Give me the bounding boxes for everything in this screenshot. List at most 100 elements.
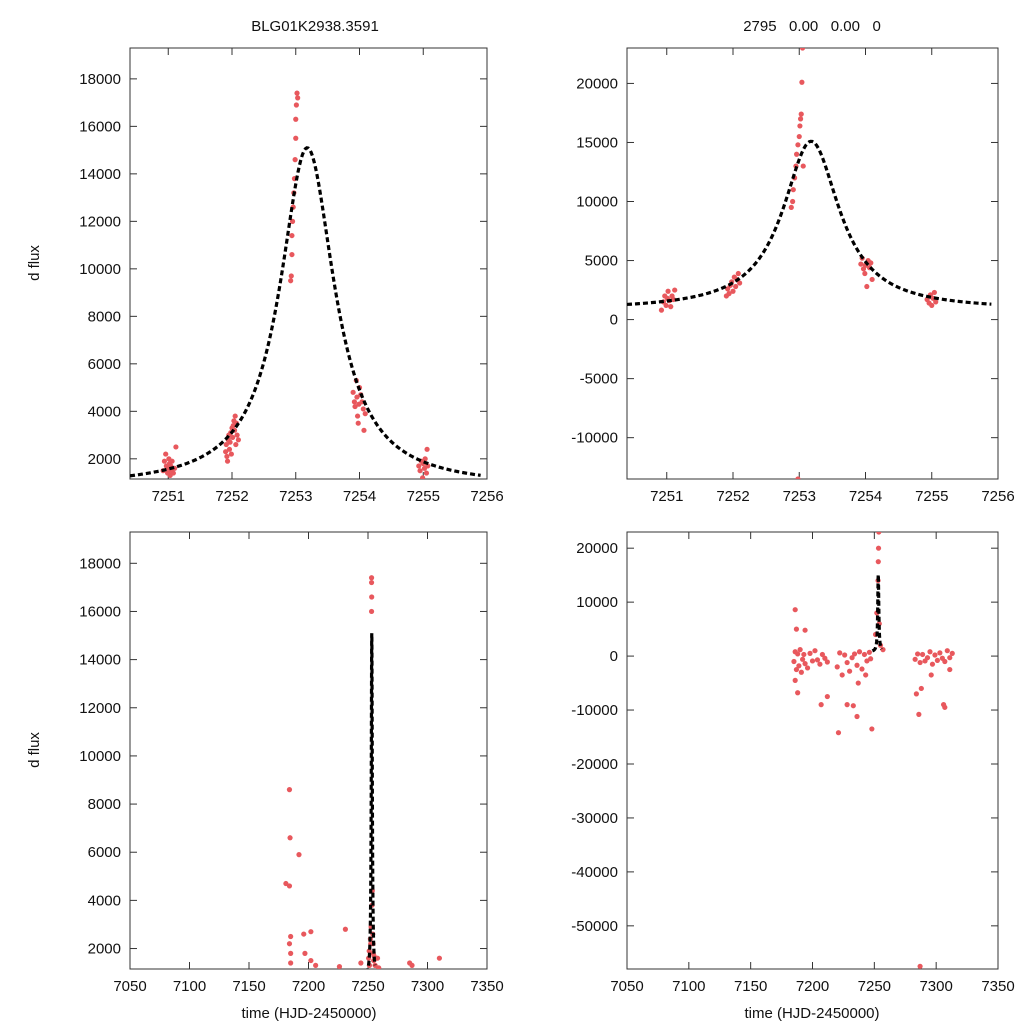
p1-xtick-label: 7256 bbox=[470, 488, 503, 505]
p3-data-point bbox=[376, 965, 382, 969]
p1-data-point bbox=[223, 441, 229, 448]
p2-xtick-label: 7256 bbox=[981, 488, 1014, 505]
p1-data-point bbox=[352, 403, 358, 410]
p4-data-point bbox=[947, 655, 953, 661]
p4-data-point bbox=[919, 651, 926, 658]
p2-data-point bbox=[726, 291, 732, 297]
p2-data-point bbox=[797, 123, 803, 129]
p1-ytick-label: 12000 bbox=[79, 213, 121, 230]
p2-data-point bbox=[737, 280, 743, 286]
p2-data-point bbox=[733, 283, 739, 290]
p4-ytick-label: 0 bbox=[610, 648, 618, 665]
p4-data-point bbox=[847, 668, 853, 674]
p1-data-point bbox=[170, 470, 176, 476]
p3-data-point bbox=[287, 835, 293, 841]
p2-data-point bbox=[931, 289, 938, 296]
p4-data-point bbox=[912, 656, 918, 662]
p3-data-point bbox=[286, 883, 293, 889]
p2-ytick-label: 15000 bbox=[576, 134, 618, 151]
p1-data-point bbox=[422, 456, 428, 462]
p1-data-point bbox=[295, 95, 301, 101]
p2-ytick-label: 10000 bbox=[576, 194, 618, 211]
p4-data-point bbox=[802, 661, 808, 667]
p1-data-point bbox=[169, 458, 175, 464]
p4-data-point bbox=[824, 693, 830, 700]
p4-data-point bbox=[851, 651, 858, 657]
p1-data-point bbox=[354, 413, 361, 419]
p3-ylabel: d flux bbox=[26, 732, 43, 768]
p4-data-point bbox=[817, 661, 823, 667]
p4-data-point bbox=[800, 656, 806, 662]
p3-ytick-label: 16000 bbox=[79, 603, 121, 620]
p4-ytick-label: -30000 bbox=[571, 810, 618, 827]
p2-data-point bbox=[797, 116, 804, 122]
p4-data-point bbox=[849, 655, 855, 661]
p3-xtick-label: 7100 bbox=[173, 978, 206, 995]
p2-plot-frame bbox=[626, 47, 999, 480]
p4-data-point bbox=[835, 730, 842, 736]
p3-data-point bbox=[313, 962, 319, 968]
p4-data-point bbox=[928, 672, 934, 678]
p2-data-point bbox=[670, 296, 676, 303]
p4-xtick-label: 7250 bbox=[858, 978, 891, 995]
p2-xtick-label: 7254 bbox=[849, 488, 882, 505]
p3-xlabel: time (HJD-2450000) bbox=[241, 1005, 376, 1022]
p4-data-point bbox=[856, 649, 863, 655]
p3-data-point bbox=[286, 941, 293, 947]
panel-bottom-right: 7050 7100 7150 7200 7250 7300 7350 -50000 -40000… bbox=[571, 531, 1015, 995]
p3-data-point bbox=[336, 963, 343, 969]
p1-data-point bbox=[224, 453, 230, 460]
p4-xtick-label: 7350 bbox=[981, 978, 1014, 995]
p3-model-curve bbox=[366, 633, 377, 969]
p4-data-point bbox=[824, 659, 830, 665]
p2-data-point bbox=[796, 133, 802, 140]
p3-ytick-label: 10000 bbox=[79, 748, 121, 765]
p1-plot-frame bbox=[129, 47, 488, 480]
p2-data-point bbox=[663, 302, 669, 309]
p3-data-point bbox=[286, 787, 293, 793]
p2-data-point bbox=[725, 286, 731, 292]
p1-data-point bbox=[360, 406, 366, 412]
p1-data-point bbox=[351, 399, 357, 405]
p1-data-point bbox=[288, 278, 294, 284]
p3-ytick-label: 12000 bbox=[79, 700, 121, 717]
p2-data-point bbox=[795, 476, 801, 479]
p3-ytick-label: 8000 bbox=[88, 796, 121, 813]
p4-data-point bbox=[915, 651, 921, 657]
p3-data-point bbox=[368, 608, 375, 615]
p4-xtick-label: 7300 bbox=[919, 978, 952, 995]
p1-ytick-label: 4000 bbox=[88, 403, 121, 420]
p3-data-point bbox=[368, 575, 375, 581]
p4-data-point bbox=[863, 672, 869, 678]
p4-data-point bbox=[792, 677, 798, 683]
p1-data-point bbox=[293, 116, 299, 122]
p1-data-point bbox=[361, 427, 367, 433]
p1-xtick-label: 7251 bbox=[152, 488, 185, 505]
p3-data-point bbox=[301, 931, 307, 937]
panel-bottom-left: 7050 7100 7150 7200 7250 7300 7350 2000 4000 6000… bbox=[79, 531, 504, 995]
p2-data-point bbox=[672, 287, 678, 293]
p3-plot-frame bbox=[129, 531, 488, 970]
p4-ytick-label: 10000 bbox=[576, 594, 618, 611]
p1-ytick-label: 8000 bbox=[88, 308, 121, 325]
p1-data-point bbox=[289, 251, 295, 258]
panel-top-right: 7251 7252 7253 7254 7255 7256 -10000 -5000 0 5000… bbox=[571, 47, 1015, 505]
p3-data-point bbox=[288, 960, 294, 966]
p4-ytick-label: -50000 bbox=[571, 918, 618, 935]
p1-data-point bbox=[173, 444, 179, 450]
p4-data-point bbox=[949, 650, 955, 656]
p4-data-point bbox=[834, 664, 840, 670]
p4-data-point bbox=[913, 691, 919, 697]
p1-ytick-label: 10000 bbox=[79, 261, 121, 278]
p3-ytick-label: 6000 bbox=[88, 844, 121, 861]
p4-data-point bbox=[855, 680, 861, 686]
p4-data-point bbox=[927, 649, 933, 655]
p1-ytick-label: 16000 bbox=[79, 118, 121, 135]
p1-data-point bbox=[294, 90, 300, 96]
p4-plot-frame bbox=[626, 531, 999, 970]
p4-data-point bbox=[795, 651, 801, 657]
p1-ytick-label: 14000 bbox=[79, 166, 121, 183]
p1-data-point bbox=[161, 458, 168, 464]
p4-data-point bbox=[839, 672, 845, 678]
p3-data-point bbox=[409, 962, 415, 968]
